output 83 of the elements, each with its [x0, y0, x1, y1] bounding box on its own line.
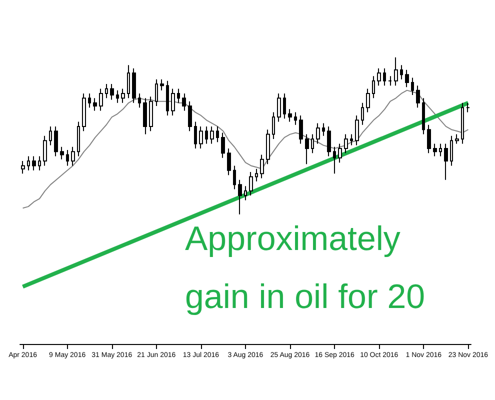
candlestick — [299, 114, 303, 144]
candlestick — [143, 98, 147, 135]
candlestick — [355, 114, 359, 146]
candlestick — [283, 92, 286, 120]
candlestick — [294, 112, 297, 126]
candlestick — [255, 168, 258, 182]
candlestick — [338, 143, 342, 164]
candlestick — [305, 134, 309, 165]
candlestick — [149, 96, 153, 132]
candlestick — [388, 76, 392, 86]
candlestick — [233, 165, 236, 190]
candlestick — [93, 98, 97, 112]
candlestick — [288, 108, 292, 122]
candlestick — [199, 126, 203, 149]
candlestick — [266, 129, 270, 165]
candlestick — [116, 90, 119, 104]
candlestick — [54, 126, 58, 157]
candlestick — [121, 88, 125, 104]
candlestick — [377, 68, 381, 86]
candlestick — [411, 77, 414, 96]
candlestick — [249, 172, 253, 196]
candlestick — [416, 85, 420, 108]
candlestick — [127, 64, 130, 99]
candlestick — [177, 88, 180, 104]
candlestick — [21, 160, 25, 174]
candlestick — [455, 134, 459, 144]
candlestick — [422, 98, 425, 135]
candlestick — [227, 148, 231, 176]
candlestick — [383, 68, 386, 86]
candlestick — [277, 92, 281, 122]
candlestick — [49, 126, 52, 146]
candlestick — [194, 121, 197, 149]
candlestick — [344, 134, 348, 154]
candlestick — [88, 92, 91, 108]
candlestick — [155, 78, 158, 107]
candlestick — [444, 143, 448, 180]
text: gain in oil for 20 — [185, 278, 426, 316]
candlestick — [439, 143, 442, 157]
candlestick — [333, 146, 336, 174]
candlestick — [405, 69, 409, 88]
candlestick — [366, 88, 370, 113]
candlestick — [461, 102, 464, 144]
candlestick — [466, 102, 470, 113]
candlestick — [400, 64, 403, 80]
candlestick — [110, 84, 114, 100]
candlestick — [71, 146, 75, 166]
candlestick — [32, 156, 36, 171]
candlestick — [105, 84, 108, 99]
candlestick — [272, 112, 275, 140]
candlestick — [450, 135, 453, 166]
candlestick — [350, 134, 353, 146]
candlestick — [82, 92, 86, 132]
candlestick — [311, 134, 314, 154]
candlestick — [60, 146, 64, 160]
candlestick — [77, 121, 80, 157]
candlestick — [27, 156, 30, 171]
candlestick — [188, 100, 192, 132]
candlestick — [205, 126, 208, 144]
candlestick — [132, 68, 136, 104]
candlestick — [427, 124, 431, 154]
candlestick — [221, 132, 225, 158]
candlestick — [372, 76, 375, 99]
candlestick — [182, 92, 186, 112]
candlestick — [43, 135, 47, 166]
candlestick — [216, 126, 219, 143]
candlestick — [238, 179, 242, 215]
text: Approximately — [185, 220, 400, 258]
candlestick — [244, 186, 247, 201]
candlestick — [322, 122, 325, 136]
candlestick — [171, 88, 175, 116]
candlestick — [316, 122, 320, 144]
candlestick — [260, 154, 264, 179]
candlestick — [166, 80, 169, 116]
candlestick — [327, 126, 331, 157]
candlestick — [210, 126, 214, 144]
candlestick — [433, 143, 437, 157]
candlestick — [160, 78, 164, 91]
candlestick — [394, 56, 398, 86]
candlestick — [66, 150, 69, 166]
candlestick — [361, 102, 364, 126]
candlestick — [138, 92, 141, 108]
candlestick — [99, 88, 103, 112]
candlestick — [38, 156, 41, 171]
